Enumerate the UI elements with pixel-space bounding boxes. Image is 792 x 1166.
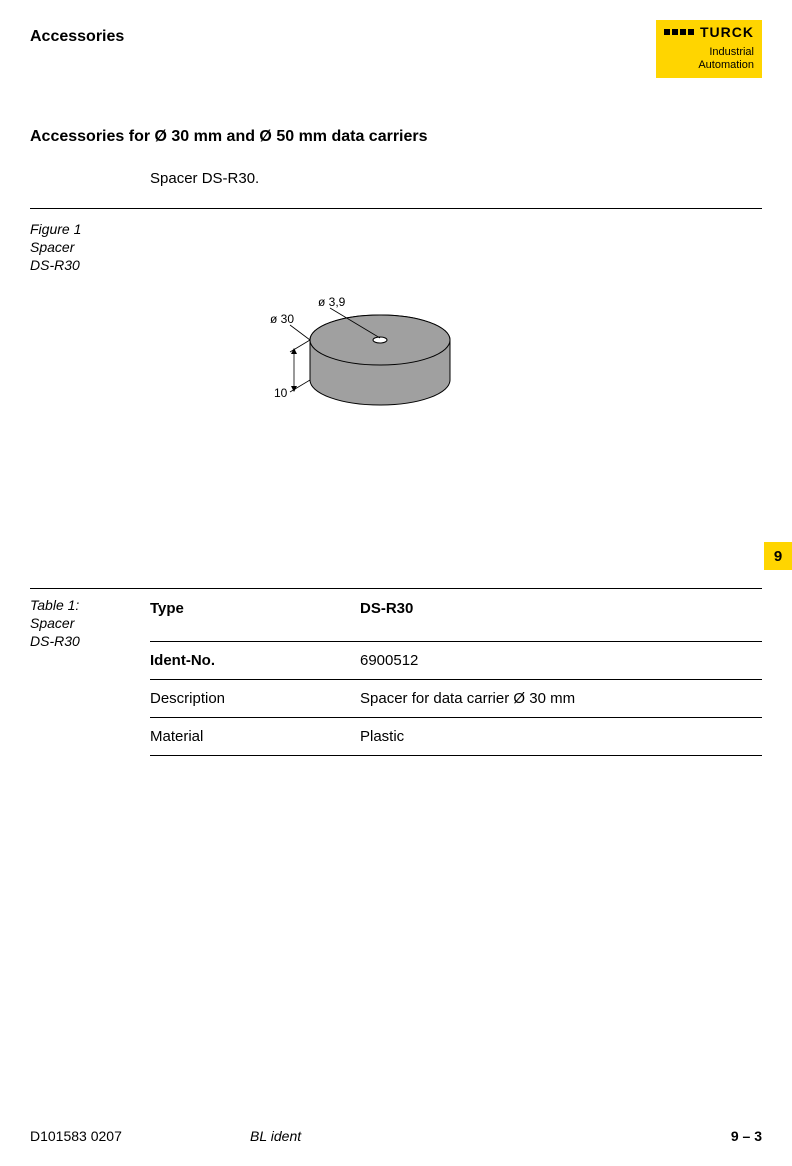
figure-caption: Figure 1 Spacer DS-R30 bbox=[30, 220, 81, 275]
table-label: Material bbox=[150, 728, 360, 745]
figure-caption-line3: DS-R30 bbox=[30, 256, 81, 274]
table-label: Ident-No. bbox=[150, 652, 360, 669]
divider bbox=[30, 208, 762, 209]
header-title: Accessories bbox=[30, 20, 124, 46]
figure-diagram: ø 3,9 ø 30 10 bbox=[270, 290, 470, 440]
divider bbox=[150, 755, 762, 756]
table-caption-line2: Spacer bbox=[30, 614, 140, 632]
logo-top: TURCK bbox=[656, 20, 762, 44]
subtitle: Spacer DS-R30. bbox=[150, 170, 259, 187]
table-value: 6900512 bbox=[360, 652, 762, 669]
logo-brand-text: TURCK bbox=[700, 24, 754, 40]
dim-outer-diameter: ø 30 bbox=[270, 312, 294, 326]
table-row: Description Spacer for data carrier Ø 30… bbox=[150, 680, 762, 717]
page-header: Accessories TURCK Industrial Automation bbox=[30, 20, 762, 78]
figure-caption-line1: Figure 1 bbox=[30, 220, 81, 238]
footer-page-number: 9 – 3 bbox=[731, 1128, 762, 1144]
chapter-tab: 9 bbox=[764, 542, 792, 570]
section-title: Accessories for Ø 30 mm and Ø 50 mm data… bbox=[30, 128, 428, 146]
table-caption-line3: DS-R30 bbox=[30, 632, 140, 650]
table-value: Plastic bbox=[360, 728, 762, 745]
table-row: Ident-No. 6900512 bbox=[150, 642, 762, 679]
table-label: Type bbox=[150, 600, 360, 617]
table-row: Material Plastic bbox=[150, 718, 762, 755]
page-footer: D101583 0207 BL ident 9 – 3 bbox=[30, 1128, 762, 1144]
dim-height: 10 bbox=[274, 386, 287, 400]
table-value: Spacer for data carrier Ø 30 mm bbox=[360, 690, 762, 707]
table-caption: Table 1: Spacer DS-R30 bbox=[30, 596, 140, 651]
logo-tagline-line2: Automation bbox=[664, 59, 754, 72]
logo-tagline-line1: Industrial bbox=[664, 46, 754, 59]
footer-doc-title: BL ident bbox=[250, 1128, 301, 1144]
brand-logo: TURCK Industrial Automation bbox=[656, 20, 762, 78]
footer-doc-id: D101583 0207 bbox=[30, 1128, 122, 1144]
table-label: Description bbox=[150, 690, 360, 707]
logo-squares-icon bbox=[664, 29, 694, 35]
divider bbox=[30, 588, 762, 589]
table-caption-line1: Table 1: bbox=[30, 596, 140, 614]
table-value: DS-R30 bbox=[360, 600, 762, 617]
spacer-diagram-icon bbox=[270, 290, 470, 440]
table-row: Type DS-R30 bbox=[150, 590, 762, 641]
figure-caption-line2: Spacer bbox=[30, 238, 81, 256]
dim-hole-diameter: ø 3,9 bbox=[318, 295, 345, 309]
logo-tagline: Industrial Automation bbox=[656, 44, 762, 78]
spec-table: Type DS-R30 Ident-No. 6900512 Descriptio… bbox=[150, 590, 762, 756]
